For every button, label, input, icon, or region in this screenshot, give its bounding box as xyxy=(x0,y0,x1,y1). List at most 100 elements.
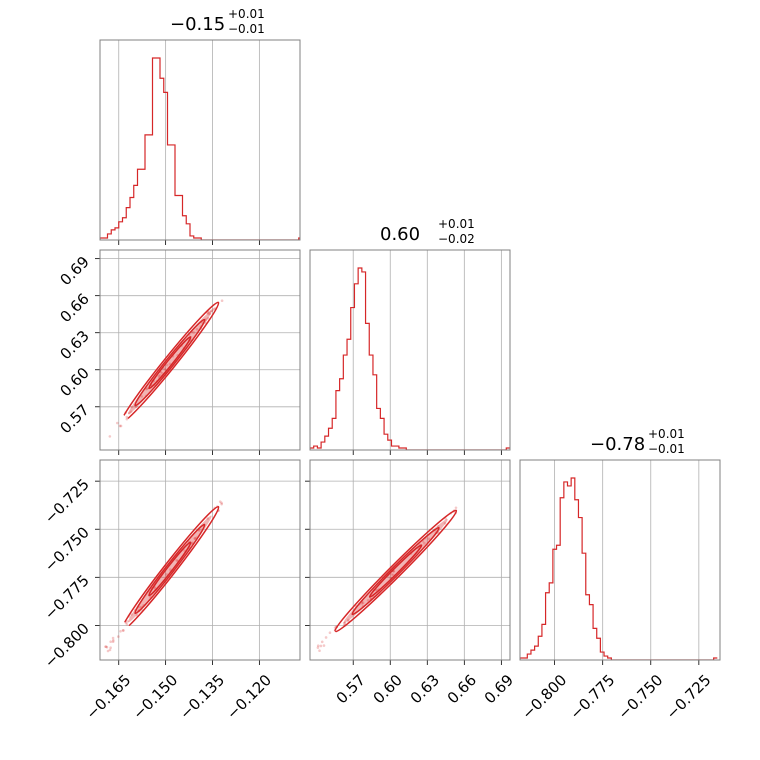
sample-point xyxy=(111,640,115,643)
sample-point xyxy=(104,645,107,648)
sample-point xyxy=(207,312,210,316)
sample-point xyxy=(145,387,148,391)
histogram-1 xyxy=(310,267,510,450)
title-lower-0: −0.01 xyxy=(228,22,265,36)
sample-point xyxy=(129,410,133,413)
sample-point xyxy=(343,621,347,625)
x-tick-label: 0.69 xyxy=(481,671,517,707)
sample-point xyxy=(360,602,364,605)
sample-point xyxy=(328,631,332,635)
sample-point xyxy=(192,331,195,334)
histogram-0 xyxy=(100,57,300,240)
sample-point xyxy=(118,424,122,428)
y-tick-label: −0.800 xyxy=(41,619,93,671)
sample-point xyxy=(119,424,123,428)
sample-point xyxy=(169,568,172,571)
sample-point xyxy=(128,411,131,415)
sample-point xyxy=(117,635,120,638)
sample-point xyxy=(324,636,328,639)
sample-point xyxy=(168,362,172,366)
sample-point xyxy=(108,435,112,438)
sample-point xyxy=(104,645,108,648)
sample-point xyxy=(391,573,395,577)
sample-point xyxy=(125,415,129,419)
density-fill xyxy=(128,310,212,415)
y-tick-label: 0.69 xyxy=(56,253,92,289)
sample-point xyxy=(361,601,365,605)
sample-point xyxy=(145,387,149,390)
sample-point xyxy=(220,501,223,505)
panel-1-0: 0.570.600.630.660.69 xyxy=(56,249,301,455)
sample-point xyxy=(208,312,212,316)
sample-point xyxy=(158,373,162,377)
density-contour xyxy=(351,526,440,616)
sample-point xyxy=(165,363,169,367)
x-tick-label: −0.800 xyxy=(518,671,570,723)
sample-point xyxy=(106,649,110,653)
panel-frame xyxy=(99,249,301,451)
y-tick-label: 0.60 xyxy=(56,364,92,400)
sample-point xyxy=(213,307,216,311)
panel-frame xyxy=(309,249,511,451)
sample-point xyxy=(109,640,112,644)
sample-point xyxy=(211,308,215,311)
sample-point xyxy=(390,573,393,576)
panel-title-0: −0.15 xyxy=(170,14,225,35)
title-upper-0: +0.01 xyxy=(228,7,265,21)
sample-point xyxy=(140,395,143,398)
sample-point xyxy=(206,517,210,520)
x-tick-label: 0.60 xyxy=(370,671,406,707)
density-contour xyxy=(148,541,192,597)
y-tick-label: 0.57 xyxy=(56,401,92,437)
histogram-2 xyxy=(520,477,718,660)
sample-point xyxy=(109,646,112,650)
panel-2-0: −0.165−0.150−0.135−0.120−0.800−0.775−0.7… xyxy=(41,459,301,723)
sample-point xyxy=(195,327,199,331)
sample-point xyxy=(318,649,321,653)
x-tick-label: −0.775 xyxy=(566,671,618,723)
sample-point xyxy=(220,299,224,302)
sample-point xyxy=(366,598,370,602)
panel-2-1: 0.57 0.60 0.63 0.66 0.69 xyxy=(305,459,517,707)
sample-point xyxy=(218,500,222,503)
sample-point xyxy=(108,648,112,652)
title-lower-1: −0.02 xyxy=(438,232,475,246)
sample-point xyxy=(427,537,431,541)
sample-point xyxy=(316,644,320,648)
sample-point xyxy=(125,417,129,421)
panel-title-1: 0.60 xyxy=(380,224,420,245)
density-contour xyxy=(134,318,206,407)
y-tick-label: −0.750 xyxy=(41,523,93,575)
sample-point xyxy=(126,620,129,623)
density-contour xyxy=(368,544,423,598)
sample-point xyxy=(423,541,426,545)
sample-point xyxy=(112,639,115,642)
sample-point xyxy=(197,529,201,532)
y-tick-label: −0.725 xyxy=(41,475,93,527)
sample-point xyxy=(163,367,167,371)
sample-point xyxy=(105,645,109,649)
sample-point xyxy=(210,309,213,313)
sample-point xyxy=(206,316,210,320)
sample-point xyxy=(454,506,458,510)
panel-frame xyxy=(99,459,301,661)
y-tick-label: 0.66 xyxy=(56,290,92,326)
sample-point xyxy=(193,537,197,541)
sample-point xyxy=(160,371,164,375)
sample-point xyxy=(125,622,129,626)
sample-point xyxy=(122,629,125,632)
x-tick-label: −0.120 xyxy=(223,671,275,723)
panel-2-2: −0.800−0.775−0.750−0.725 −0.78 +0.01−0.01 xyxy=(518,427,721,723)
sample-point xyxy=(347,618,350,622)
sample-point xyxy=(157,374,161,378)
density-contour xyxy=(134,523,206,615)
title-upper-1: +0.01 xyxy=(438,217,475,231)
sample-point xyxy=(121,629,125,632)
x-tick-label: −0.150 xyxy=(129,671,181,723)
sample-point xyxy=(443,522,447,525)
sample-point xyxy=(175,558,178,562)
sample-point xyxy=(207,310,211,314)
title-upper-2: +0.01 xyxy=(648,427,685,441)
sample-point xyxy=(319,644,323,648)
